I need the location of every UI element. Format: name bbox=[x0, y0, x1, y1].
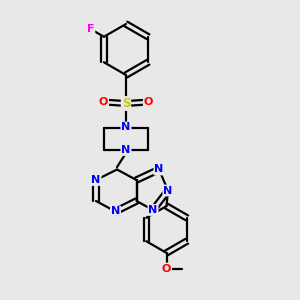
Text: O: O bbox=[162, 263, 171, 274]
Text: N: N bbox=[122, 145, 130, 155]
Text: N: N bbox=[122, 122, 130, 133]
Text: N: N bbox=[154, 164, 164, 175]
Text: N: N bbox=[148, 205, 158, 215]
Text: N: N bbox=[92, 175, 100, 185]
Text: N: N bbox=[164, 185, 172, 196]
Text: O: O bbox=[99, 97, 108, 107]
Text: N: N bbox=[111, 206, 120, 217]
Text: F: F bbox=[87, 24, 94, 34]
Text: S: S bbox=[122, 97, 130, 110]
Text: O: O bbox=[144, 97, 153, 107]
